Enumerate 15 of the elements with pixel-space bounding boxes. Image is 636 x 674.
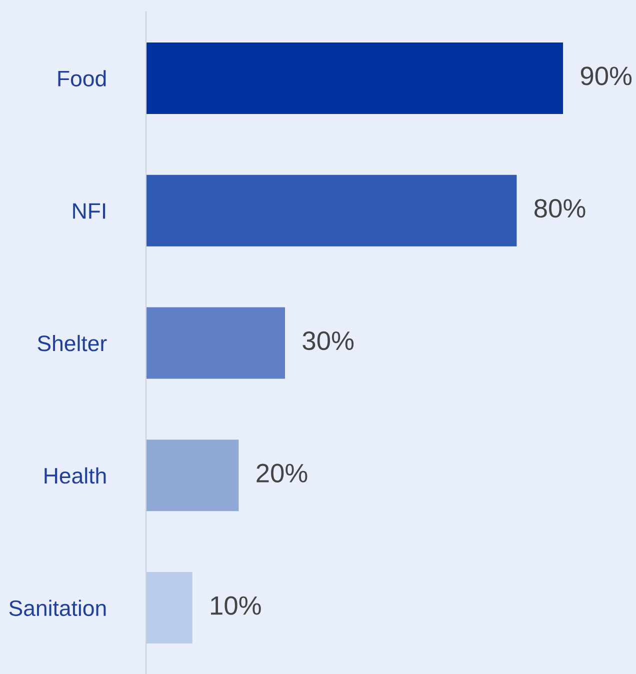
y-tick-label: Shelter [38, 334, 107, 352]
data-label: 20% [256, 464, 308, 482]
bar [146, 572, 192, 644]
y-tick-label: Sanitation [9, 600, 106, 616]
y-tick-label: Health [44, 467, 106, 484]
bar [146, 440, 239, 512]
bar [146, 307, 286, 379]
bar [146, 42, 564, 114]
bar [146, 174, 517, 246]
data-label: 80% [534, 198, 586, 218]
y-tick-label: Food [58, 70, 106, 86]
data-label: 10% [211, 596, 261, 615]
data-label: 90% [580, 66, 632, 86]
y-tick-label: NFI [73, 203, 106, 219]
data-label: 30% [302, 331, 354, 350]
